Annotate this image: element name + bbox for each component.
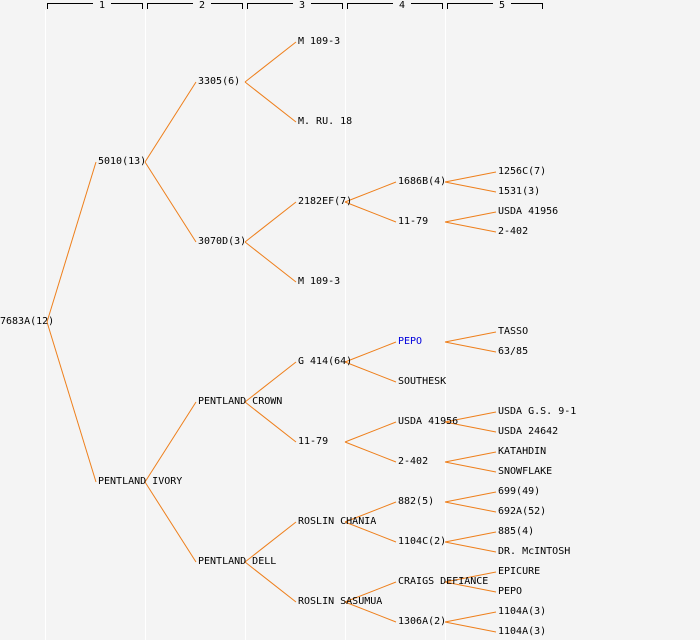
pedigree-edge	[444, 221, 497, 233]
pedigree-node-usda-g-s-9-1[interactable]: USDA G.S. 9-1	[498, 406, 577, 417]
pedigree-node-tasso[interactable]: TASSO	[498, 326, 529, 337]
pedigree-node-1531-3[interactable]: 1531(3)	[498, 186, 541, 197]
pedigree-node-3070d-3[interactable]: 3070D(3)	[198, 236, 247, 247]
generation-number-2: 2	[193, 1, 211, 12]
pedigree-edge	[344, 361, 397, 383]
pedigree-node-63-85[interactable]: 63/85	[498, 346, 529, 357]
pedigree-edge	[444, 461, 497, 473]
pedigree-node-2-402[interactable]: 2-402	[498, 226, 529, 237]
pedigree-edge	[444, 501, 497, 513]
pedigree-edge	[344, 341, 397, 363]
pedigree-node-southesk[interactable]: SOUTHESK	[398, 376, 447, 387]
pedigree-node-1104c-2[interactable]: 1104C(2)	[398, 536, 447, 547]
pedigree-edge	[344, 501, 397, 523]
pedigree-edge	[244, 41, 297, 83]
pedigree-edge	[444, 411, 497, 423]
pedigree-edge	[46, 321, 97, 483]
pedigree-node-885-4[interactable]: 885(4)	[498, 526, 535, 537]
pedigree-edge	[344, 201, 397, 223]
pedigree-edge	[344, 581, 397, 603]
pedigree-edge	[444, 171, 497, 183]
pedigree-edge	[144, 161, 197, 243]
pedigree-edge	[444, 341, 497, 353]
pedigree-edge	[244, 401, 297, 443]
pedigree-edge	[444, 581, 497, 593]
pedigree-edge	[244, 201, 297, 243]
pedigree-node-roslin-sasumua[interactable]: ROSLIN SASUMUA	[298, 596, 383, 607]
pedigree-edge	[244, 241, 297, 283]
pedigree-node-5010-13[interactable]: 5010(13)	[98, 156, 147, 167]
pedigree-edge	[444, 541, 497, 553]
pedigree-edge	[144, 81, 197, 163]
pedigree-edge	[244, 561, 297, 603]
pedigree-edge	[46, 161, 97, 323]
generation-number-4: 4	[393, 1, 411, 12]
pedigree-node-usda-41956[interactable]: USDA 41956	[498, 206, 559, 217]
pedigree-edge	[244, 361, 297, 403]
pedigree-node-pentland-crown[interactable]: PENTLAND CROWN	[198, 396, 283, 407]
pedigree-edge	[244, 521, 297, 563]
pedigree-node-1306a-2[interactable]: 1306A(2)	[398, 616, 447, 627]
pedigree-node-craigs-defiance[interactable]: CRAIGS DEFIANCE	[398, 576, 489, 587]
pedigree-node-usda-24642[interactable]: USDA 24642	[498, 426, 559, 437]
pedigree-edge	[444, 611, 497, 623]
pedigree-node-m-109-3[interactable]: M 109-3	[298, 276, 341, 287]
pedigree-node-882-5[interactable]: 882(5)	[398, 496, 435, 507]
pedigree-node-699-49[interactable]: 699(49)	[498, 486, 541, 497]
pedigree-edge	[344, 441, 397, 463]
pedigree-node-epicure[interactable]: EPICURE	[498, 566, 541, 577]
pedigree-node-dr-mcintosh[interactable]: DR. McINTOSH	[498, 546, 571, 557]
pedigree-node-m-109-3[interactable]: M 109-3	[298, 36, 341, 47]
pedigree-edge	[444, 211, 497, 223]
pedigree-edge	[344, 601, 397, 623]
generation-number-1: 1	[93, 1, 111, 12]
pedigree-edge	[344, 421, 397, 443]
pedigree-edge	[444, 531, 497, 543]
pedigree-node-g-414-64[interactable]: G 414(64)	[298, 356, 353, 367]
pedigree-edge	[444, 181, 497, 193]
pedigree-edge	[344, 181, 397, 203]
pedigree-node-2-402[interactable]: 2-402	[398, 456, 429, 467]
pedigree-node-7683a-12[interactable]: 7683A(12)	[0, 316, 55, 327]
pedigree-node-1256c-7[interactable]: 1256C(7)	[498, 166, 547, 177]
pedigree-node-pentland-dell[interactable]: PENTLAND DELL	[198, 556, 277, 567]
pedigree-edge	[444, 331, 497, 343]
pedigree-node-pepo[interactable]: PEPO	[498, 586, 523, 597]
pedigree-node-1104a-3[interactable]: 1104A(3)	[498, 606, 547, 617]
pedigree-node-katahdin[interactable]: KATAHDIN	[498, 446, 547, 457]
pedigree-edge	[144, 401, 197, 483]
pedigree-node-3305-6[interactable]: 3305(6)	[198, 76, 241, 87]
pedigree-node-11-79[interactable]: 11-79	[298, 436, 329, 447]
pedigree-node-pentland-ivory[interactable]: PENTLAND IVORY	[98, 476, 183, 487]
generation-number-3: 3	[293, 1, 311, 12]
pedigree-edge	[444, 421, 497, 433]
pedigree-node-pepo[interactable]: PEPO	[398, 336, 423, 347]
pedigree-edge	[444, 621, 497, 633]
pedigree-node-11-79[interactable]: 11-79	[398, 216, 429, 227]
pedigree-node-1104a-3[interactable]: 1104A(3)	[498, 626, 547, 637]
pedigree-node-roslin-chania[interactable]: ROSLIN CHANIA	[298, 516, 377, 527]
pedigree-edge	[244, 81, 297, 123]
pedigree-node-m-ru-18[interactable]: M. RU. 18	[298, 116, 353, 127]
pedigree-node-692a-52[interactable]: 692A(52)	[498, 506, 547, 517]
generation-number-5: 5	[493, 1, 511, 12]
pedigree-edge	[444, 491, 497, 503]
pedigree-edge	[144, 481, 197, 563]
pedigree-node-2182ef-7[interactable]: 2182EF(7)	[298, 196, 353, 207]
pedigree-node-snowflake[interactable]: SNOWFLAKE	[498, 466, 553, 477]
pedigree-edge	[344, 521, 397, 543]
pedigree-edge	[444, 451, 497, 463]
pedigree-node-usda-41956[interactable]: USDA 41956	[398, 416, 459, 427]
pedigree-node-1686b-4[interactable]: 1686B(4)	[398, 176, 447, 187]
pedigree-edge	[444, 571, 497, 583]
